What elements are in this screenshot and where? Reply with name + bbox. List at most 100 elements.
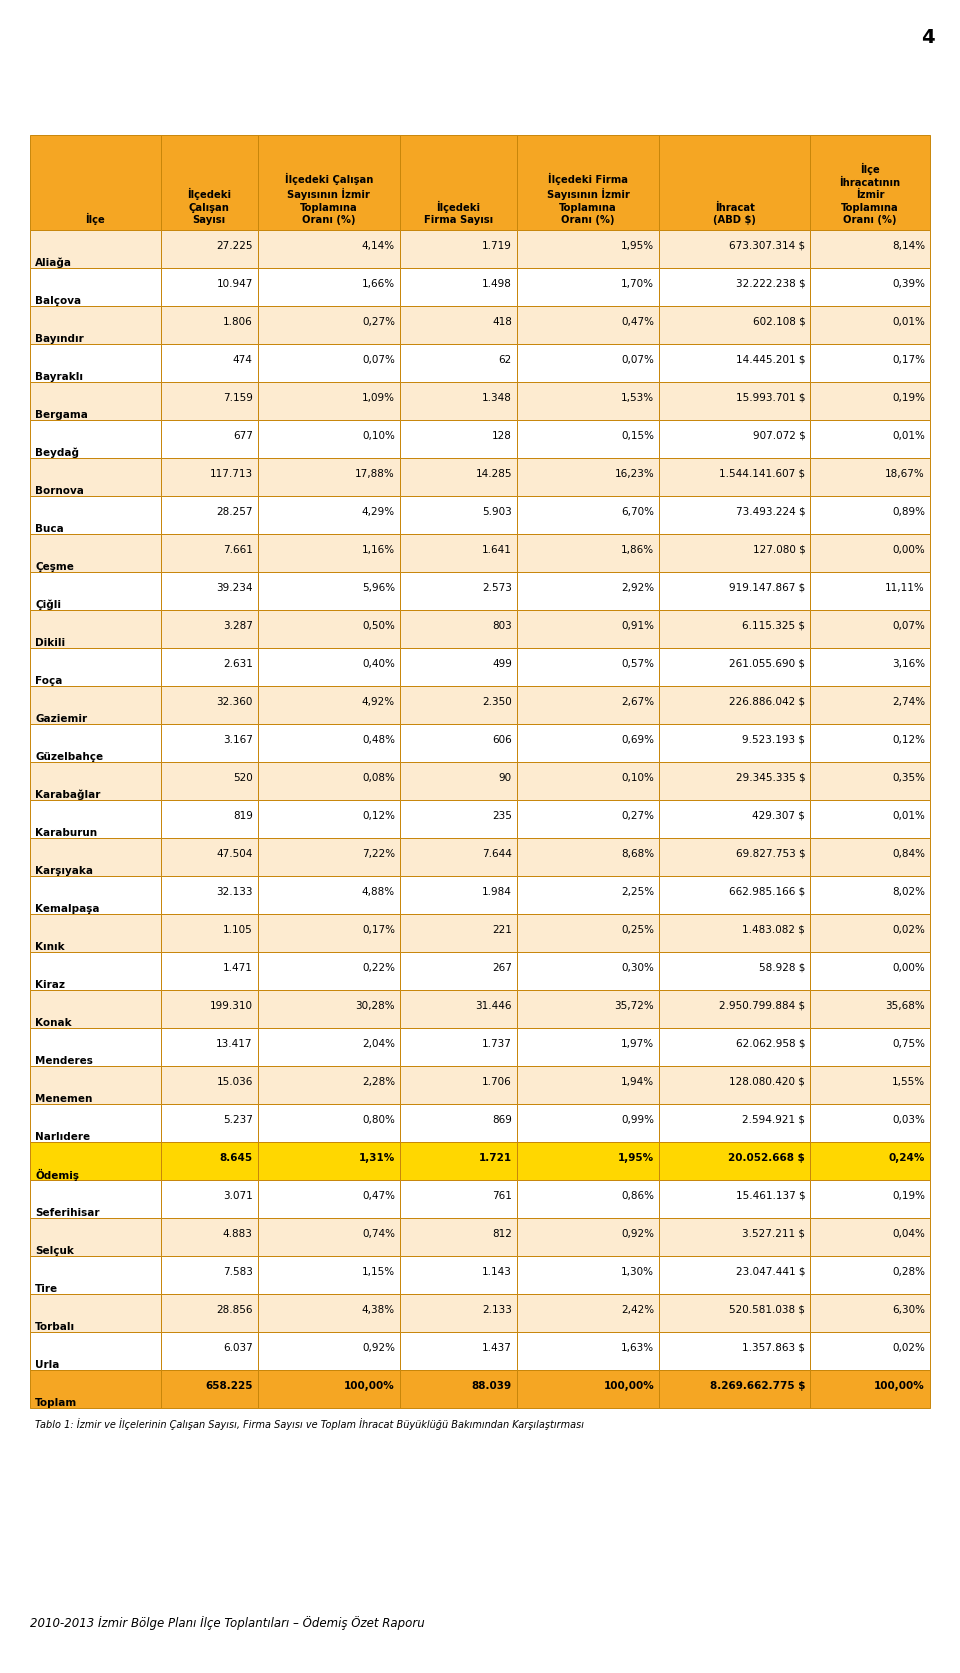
- Bar: [30, 495, 160, 534]
- Bar: [257, 1218, 400, 1256]
- Bar: [160, 647, 257, 686]
- Text: 1.483.082 $: 1.483.082 $: [742, 925, 805, 935]
- Bar: [257, 913, 400, 952]
- Bar: [160, 572, 257, 611]
- Text: 0,17%: 0,17%: [892, 355, 925, 365]
- Text: Balçova: Balçova: [35, 296, 82, 306]
- Bar: [30, 1370, 160, 1409]
- Bar: [257, 1027, 400, 1066]
- Text: 8.645: 8.645: [220, 1153, 252, 1163]
- Bar: [400, 495, 516, 534]
- Text: 18,67%: 18,67%: [885, 468, 925, 478]
- Text: 662.985.166 $: 662.985.166 $: [729, 887, 805, 897]
- Bar: [516, 611, 660, 647]
- Bar: [660, 495, 810, 534]
- Text: 6,70%: 6,70%: [621, 507, 654, 517]
- Bar: [516, 913, 660, 952]
- Text: 4.883: 4.883: [223, 1230, 252, 1240]
- Bar: [660, 268, 810, 306]
- Bar: [400, 1066, 516, 1104]
- Text: Bergama: Bergama: [35, 410, 88, 420]
- Text: 418: 418: [492, 316, 512, 326]
- Bar: [30, 1104, 160, 1143]
- Bar: [516, 1104, 660, 1143]
- Text: 8.269.662.775 $: 8.269.662.775 $: [709, 1380, 805, 1390]
- Bar: [30, 1066, 160, 1104]
- Bar: [400, 229, 516, 268]
- Bar: [516, 1218, 660, 1256]
- Text: 0,69%: 0,69%: [621, 734, 654, 744]
- Bar: [257, 1256, 400, 1293]
- Bar: [160, 761, 257, 800]
- Text: 2.133: 2.133: [482, 1305, 512, 1315]
- Text: 1.544.141.607 $: 1.544.141.607 $: [719, 468, 805, 478]
- Bar: [30, 345, 160, 381]
- Text: 69.827.753 $: 69.827.753 $: [735, 848, 805, 858]
- Text: 7,22%: 7,22%: [362, 848, 395, 858]
- Bar: [660, 913, 810, 952]
- Bar: [160, 1370, 257, 1409]
- Text: 5.903: 5.903: [482, 507, 512, 517]
- Text: 0,84%: 0,84%: [892, 848, 925, 858]
- Bar: [810, 345, 930, 381]
- Bar: [810, 761, 930, 800]
- Text: 47.504: 47.504: [216, 848, 252, 858]
- Bar: [400, 838, 516, 877]
- Text: 0,92%: 0,92%: [621, 1230, 654, 1240]
- Text: 0,04%: 0,04%: [892, 1230, 925, 1240]
- Text: 0,01%: 0,01%: [892, 432, 925, 442]
- Bar: [30, 990, 160, 1027]
- Text: 39.234: 39.234: [216, 582, 252, 592]
- Text: 2.573: 2.573: [482, 582, 512, 592]
- Text: 13.417: 13.417: [216, 1039, 252, 1049]
- Bar: [400, 952, 516, 990]
- Text: 7.661: 7.661: [223, 545, 252, 555]
- Bar: [400, 1179, 516, 1218]
- Text: 28.257: 28.257: [216, 507, 252, 517]
- Bar: [516, 1293, 660, 1332]
- Text: 226.886.042 $: 226.886.042 $: [730, 698, 805, 708]
- Bar: [400, 990, 516, 1027]
- Text: 88.039: 88.039: [471, 1380, 512, 1390]
- Text: 658.225: 658.225: [205, 1380, 252, 1390]
- Text: 1.498: 1.498: [482, 279, 512, 289]
- Bar: [810, 838, 930, 877]
- Bar: [30, 534, 160, 572]
- Bar: [810, 1332, 930, 1370]
- Text: 0,50%: 0,50%: [362, 621, 395, 631]
- Text: 1,63%: 1,63%: [621, 1343, 654, 1353]
- Bar: [516, 647, 660, 686]
- Bar: [810, 306, 930, 345]
- Text: 4,92%: 4,92%: [362, 698, 395, 708]
- Text: Toplam: Toplam: [35, 1399, 77, 1409]
- Bar: [810, 534, 930, 572]
- Bar: [400, 913, 516, 952]
- Bar: [660, 724, 810, 761]
- Bar: [516, 761, 660, 800]
- Text: 0,12%: 0,12%: [892, 734, 925, 744]
- Bar: [160, 345, 257, 381]
- Bar: [257, 572, 400, 611]
- Text: 0,19%: 0,19%: [892, 1191, 925, 1201]
- Bar: [400, 458, 516, 495]
- Text: 907.072 $: 907.072 $: [753, 432, 805, 442]
- Text: 0,75%: 0,75%: [892, 1039, 925, 1049]
- Text: 1.471: 1.471: [223, 964, 252, 974]
- Text: 1.143: 1.143: [482, 1266, 512, 1276]
- Text: 9.523.193 $: 9.523.193 $: [742, 734, 805, 744]
- Text: 0,27%: 0,27%: [362, 316, 395, 326]
- Bar: [160, 611, 257, 647]
- Text: 1,31%: 1,31%: [359, 1153, 395, 1163]
- Bar: [160, 1104, 257, 1143]
- Bar: [257, 381, 400, 420]
- Bar: [660, 1027, 810, 1066]
- Text: 0,40%: 0,40%: [362, 659, 395, 669]
- Bar: [400, 306, 516, 345]
- Bar: [516, 381, 660, 420]
- Bar: [257, 952, 400, 990]
- Text: 3,16%: 3,16%: [892, 659, 925, 669]
- Bar: [30, 1218, 160, 1256]
- Text: 0,07%: 0,07%: [362, 355, 395, 365]
- Bar: [516, 990, 660, 1027]
- Bar: [660, 990, 810, 1027]
